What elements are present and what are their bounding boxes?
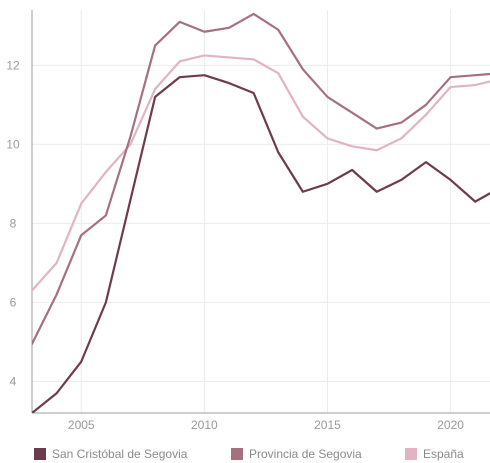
legend-swatch [34, 448, 46, 460]
y-tick-label: 12 [6, 58, 20, 72]
legend-label: Provincia de Segovia [249, 447, 362, 461]
y-tick-label: 8 [10, 216, 17, 230]
y-tick-label: 6 [10, 295, 17, 309]
x-tick-label: 2015 [314, 418, 341, 432]
legend-label: España [423, 447, 464, 461]
legend-item[interactable]: España [405, 447, 464, 461]
x-tick-label: 2020 [437, 418, 464, 432]
legend-swatch [405, 448, 417, 460]
y-tick-label: 10 [6, 137, 20, 151]
series-layer [32, 12, 490, 413]
x-tick-label: 2005 [68, 418, 95, 432]
legend-label: San Cristóbal de Segovia [52, 447, 188, 461]
legend-item[interactable]: San Cristóbal de Segovia [34, 447, 188, 461]
legend-swatch [231, 448, 243, 460]
series-line-1 [32, 74, 490, 413]
x-tick-label: 2010 [191, 418, 218, 432]
grid-layer [32, 10, 490, 413]
legend: San Cristóbal de Segovia Provincia de Seg… [34, 447, 464, 461]
series-line-3 [32, 54, 490, 292]
y-tick-label: 4 [10, 374, 17, 388]
series-line-2 [32, 12, 490, 345]
axis-layer: 4 6 8 10 12 2005 2010 2015 2020 [6, 10, 490, 432]
legend-item[interactable]: Provincia de Segovia [231, 447, 362, 461]
